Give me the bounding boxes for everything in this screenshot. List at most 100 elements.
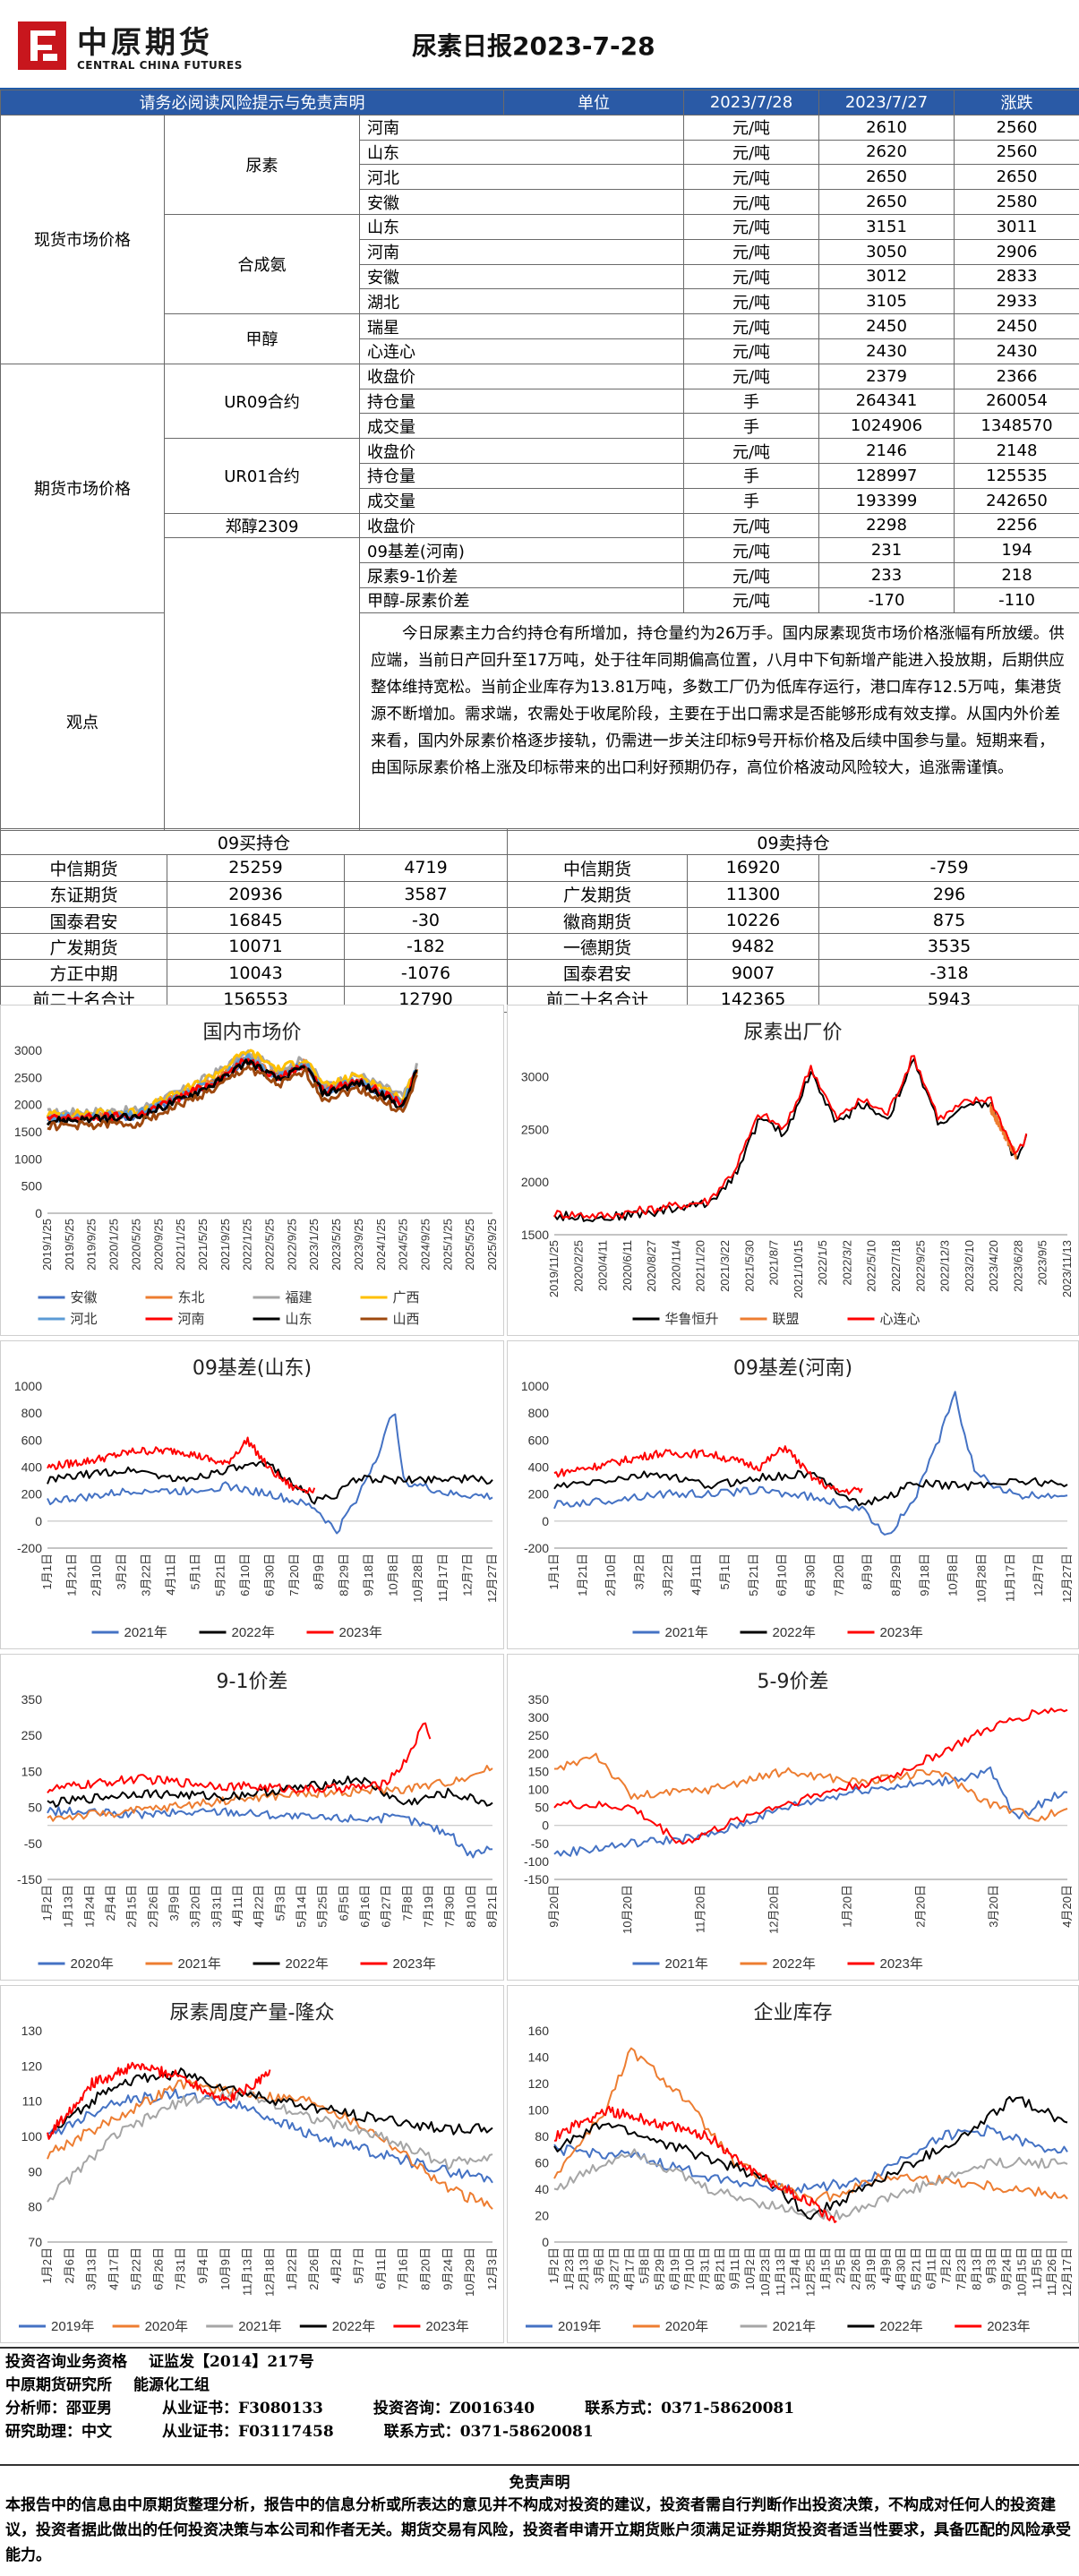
col-date-1: 2023/7/28 <box>683 90 820 116</box>
x-tick-label: 9月3日 <box>985 2247 998 2283</box>
buy-volume: 156553 <box>167 985 345 1014</box>
x-tick-label: 2022/5/10 <box>865 1240 878 1292</box>
legend-label: 2023年 <box>880 1956 923 1972</box>
series-line-4 <box>47 2061 271 2140</box>
legend-label: 河北 <box>71 1312 98 1327</box>
unit-cell: 元/吨 <box>683 114 820 141</box>
x-tick-label: 2023/1/25 <box>307 1219 321 1271</box>
buy-change: -1076 <box>343 959 509 987</box>
unit-cell: 元/吨 <box>683 438 820 464</box>
value-prev: 2650 <box>954 164 1079 191</box>
unit-cell: 手 <box>683 487 820 514</box>
sell-change: 296 <box>818 880 1079 908</box>
x-tick-label: 8月10日 <box>464 1885 477 1928</box>
x-tick-label: 11月5日 <box>1030 2247 1043 2289</box>
group-label: 郑醇2309 <box>164 512 360 539</box>
legend-label: 2021年 <box>773 2319 816 2334</box>
x-tick-label: 10月20日 <box>621 1885 634 1934</box>
series-line-1 <box>47 1460 493 1505</box>
y-tick-label: 40 <box>535 2182 549 2196</box>
x-tick-label: 7月20日 <box>287 1553 301 1596</box>
x-tick-label: 6月11日 <box>374 2247 388 2289</box>
x-tick-label: 12月18日 <box>263 2247 277 2297</box>
chart-title: 5-9价差 <box>757 1671 829 1693</box>
price-row: 山东元/吨2620256060 <box>1 139 1079 166</box>
item-name: 成交量 <box>358 487 685 514</box>
x-tick-label: 8月9日 <box>313 1553 326 1589</box>
x-tick-label: 2022/3/2 <box>840 1240 853 1286</box>
x-tick-label: 3月2日 <box>633 1553 647 1589</box>
unit-cell: 元/吨 <box>683 263 820 290</box>
legend-label: 2023年 <box>393 1956 436 1972</box>
chart-title: 09基差(山东) <box>192 1357 313 1380</box>
x-tick-label: 2023/9/25 <box>352 1219 365 1271</box>
positions-title-row: 09买持仓 09卖持仓 <box>0 827 1079 856</box>
x-tick-label: 2019/9/25 <box>85 1219 98 1271</box>
x-tick-label: 3月6日 <box>593 2247 606 2283</box>
chart-c6: -150 -100 -50 0 50 100 150 200 250 300 350 9月20日 10月… <box>507 1654 1079 1981</box>
x-tick-label: 3月20日 <box>987 1885 1000 1928</box>
y-tick-label: -50 <box>531 1836 549 1851</box>
value-prev: 2560 <box>954 139 1079 166</box>
y-tick-label: 50 <box>28 1801 42 1815</box>
y-tick-label: 0 <box>542 1819 549 1833</box>
legend-label: 2022年 <box>332 2319 375 2334</box>
positions-table: 09买持仓 09卖持仓 中信期货 25259 4719 中信期货 16920 -759 东证期货… <box>0 827 1079 1014</box>
value-prev: 2366 <box>954 363 1079 389</box>
value-today: 2650 <box>818 164 955 191</box>
y-tick-label: 400 <box>21 1460 43 1475</box>
chart-c7: 70 80 90 100 110 120 130 1月2日 2月6日 3月13日 4月17日 5月22… <box>0 1985 504 2343</box>
x-tick-label: 9月4日 <box>196 2247 210 2283</box>
broker-sell: 一德期货 <box>507 933 689 961</box>
unit-cell: 元/吨 <box>683 586 820 613</box>
assistant-name: 研究助理：中文 <box>5 2423 112 2441</box>
footer-line-3: 分析师：邵亚男 从业证书：F3080133 投资咨询：Z0016340 联系方式：03… <box>0 2397 1079 2420</box>
x-tick-label: 2021/3/22 <box>718 1240 732 1292</box>
x-tick-label: 7月31日 <box>174 2247 187 2290</box>
x-tick-label: 7月31日 <box>698 2247 712 2290</box>
value-today: 3151 <box>818 213 955 240</box>
unit-cell: 元/吨 <box>683 338 820 364</box>
x-tick-label: 3月22日 <box>139 1553 152 1596</box>
y-tick-label: 250 <box>528 1728 550 1742</box>
analyst-advisory-cert: 投资咨询：Z0016340 <box>373 2400 535 2418</box>
item-name: 收盘价 <box>358 438 685 464</box>
x-tick-label: 7月2日 <box>939 2247 953 2283</box>
item-name: 成交量 <box>358 413 685 440</box>
group-label: UR09合约 <box>164 363 360 440</box>
y-tick-label: 0 <box>542 2235 549 2249</box>
y-tick-label: 400 <box>528 1460 550 1475</box>
y-tick-label: 100 <box>21 2129 43 2144</box>
price-row: 持仓量手2643412600544287 <box>1 388 1079 415</box>
value-prev: 2906 <box>954 238 1079 265</box>
x-tick-label: 12月3日 <box>485 2247 499 2290</box>
x-tick-label: 2025/9/25 <box>485 1219 499 1271</box>
unit-cell: 元/吨 <box>683 512 820 539</box>
x-tick-label: 5月1日 <box>718 1553 732 1589</box>
sell-change: -759 <box>818 854 1079 882</box>
x-tick-label: 2月20日 <box>913 1885 927 1928</box>
y-tick-label: 2500 <box>521 1122 549 1136</box>
view-text: 今日尿素主力合约持仓有所增加，持仓量约为26万手。国内尿素现货市场价格涨幅有所放… <box>358 612 1079 831</box>
x-tick-label: 1月2日 <box>40 2247 54 2283</box>
unit-cell: 元/吨 <box>683 537 820 564</box>
assistant-cert: 从业证书：F03117458 <box>162 2423 334 2441</box>
footer-line-1: 投资咨询业务资格 证监发【2014】217号 <box>0 2350 1079 2374</box>
legend-label: 东北 <box>178 1290 205 1305</box>
x-tick-label: 7月20日 <box>832 1553 845 1596</box>
x-tick-label: 4月17日 <box>622 2247 636 2290</box>
y-tick-label: -150 <box>524 1872 549 1887</box>
value-prev: 125535 <box>954 462 1079 489</box>
chart-svg: -150 -50 50 150 250 350 1月2日 1月13日 1月24日 2月4日 2月15… <box>17 1692 499 1972</box>
x-tick-label: 2020/8/27 <box>645 1240 658 1292</box>
x-tick-label: 10月23日 <box>758 2247 772 2297</box>
report-title: 尿素日报2023-7-28 <box>412 31 655 61</box>
x-tick-label: 5月25日 <box>316 1885 330 1928</box>
x-tick-label: 2024/1/25 <box>374 1219 388 1271</box>
y-tick-label: 2500 <box>14 1070 42 1084</box>
x-tick-label: 2023/9/5 <box>1036 1240 1049 1286</box>
buy-change: -182 <box>343 933 509 961</box>
x-tick-label: 2月6日 <box>63 2247 76 2283</box>
